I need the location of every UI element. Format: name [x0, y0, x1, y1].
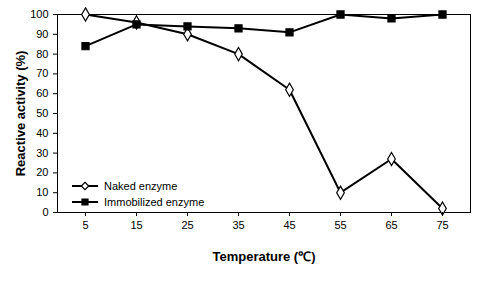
- svg-text:15: 15: [130, 219, 142, 231]
- svg-text:20: 20: [36, 166, 48, 178]
- svg-text:45: 45: [283, 219, 295, 231]
- svg-text:10: 10: [36, 186, 48, 198]
- svg-text:55: 55: [334, 219, 346, 231]
- svg-text:60: 60: [36, 87, 48, 99]
- svg-text:75: 75: [436, 219, 448, 231]
- svg-text:90: 90: [36, 28, 48, 40]
- svg-text:25: 25: [181, 219, 193, 231]
- svg-text:30: 30: [36, 147, 48, 159]
- svg-text:65: 65: [385, 219, 397, 231]
- svg-text:Temperature (℃): Temperature (℃): [212, 249, 315, 264]
- html-text:Naked enzyme: Naked enzyme: [104, 180, 178, 192]
- svg-text:80: 80: [36, 48, 48, 60]
- svg-text:Reactive activity (%): Reactive activity (%): [13, 51, 28, 177]
- html-text:Immobilized enzyme: Immobilized enzyme: [104, 196, 205, 208]
- svg-text:50: 50: [36, 107, 48, 119]
- svg-text:100: 100: [30, 8, 48, 20]
- svg-text:40: 40: [36, 127, 48, 139]
- svg-text:35: 35: [232, 219, 244, 231]
- svg-text:5: 5: [82, 219, 88, 231]
- svg-text:0: 0: [42, 206, 48, 218]
- svg-text:70: 70: [36, 67, 48, 79]
